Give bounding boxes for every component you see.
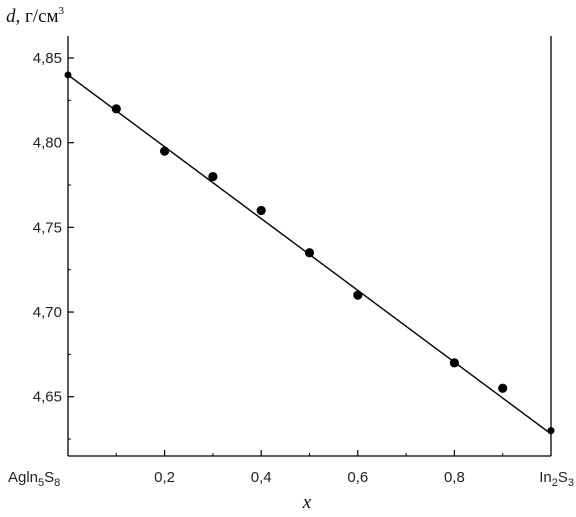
data-point (64, 71, 72, 79)
x-tick-label: 0,6 (347, 469, 368, 486)
y-axis-unit: , г/см (16, 6, 59, 27)
y-axis-title: d, г/см3 (6, 5, 65, 27)
data-point (160, 146, 170, 156)
x-tick-label: 0,8 (444, 469, 465, 486)
plot-frame (67, 36, 552, 457)
y-tick-label: 4,80 (33, 135, 62, 152)
x-tick-label: 0,4 (251, 469, 272, 486)
data-point (111, 104, 121, 114)
y-tick-label: 4,65 (33, 389, 62, 406)
data-point (498, 383, 508, 393)
y-axis-variable: d (6, 6, 16, 27)
data-point (353, 290, 363, 300)
x-axis-ticks: Agln5S8 0,2 0,4 0,6 0,8 In2S3 (8, 450, 574, 489)
y-axis-ticks: 4,65 4,70 4,75 4,80 4,85 (33, 50, 74, 440)
x-tick-label: Agln5S8 (8, 469, 60, 489)
data-point (449, 358, 459, 368)
y-axis-unit-exponent: 3 (59, 5, 65, 17)
data-point (256, 205, 266, 216)
x-axis-title: x (302, 492, 312, 513)
y-tick-label: 4,75 (33, 219, 62, 236)
data-point (304, 248, 315, 258)
data-point (208, 171, 218, 182)
x-tick-label: In2S3 (539, 469, 574, 489)
data-point (547, 427, 555, 435)
data-points (64, 71, 555, 435)
y-tick-label: 4,70 (33, 304, 62, 321)
y-tick-label: 4,85 (33, 50, 62, 67)
x-tick-label: 0,2 (154, 469, 175, 486)
